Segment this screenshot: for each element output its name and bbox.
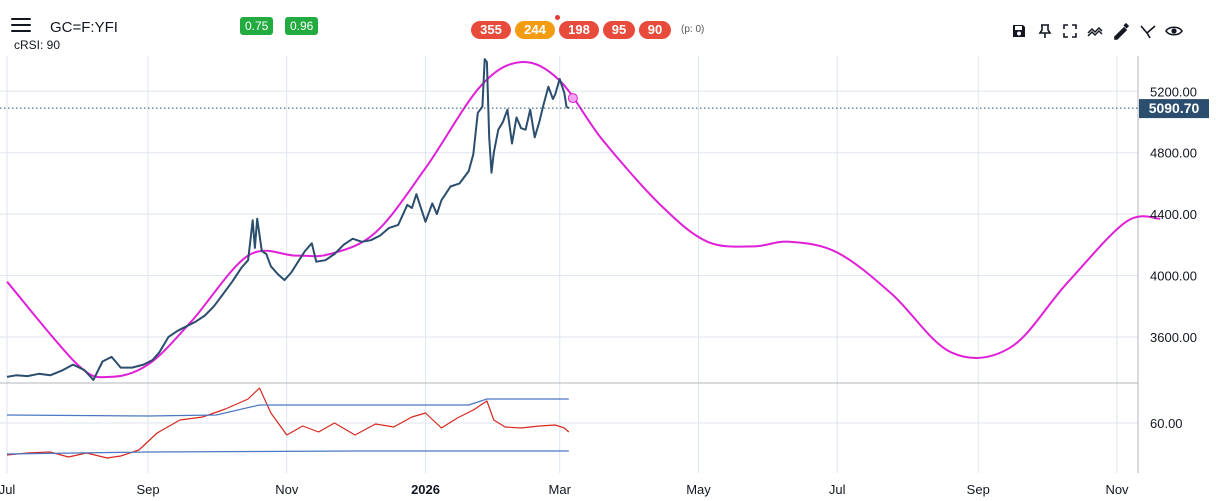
fullscreen-icon[interactable] — [1060, 21, 1080, 41]
time-tick-label: Jul — [0, 482, 15, 497]
lower-band-line — [6, 450, 569, 455]
time-axis: Jul Sep Nov 2026 Mar May Jul Sep Nov — [0, 482, 1129, 497]
cycle-pill[interactable]: 198 — [559, 21, 599, 39]
time-tick-label: May — [686, 482, 711, 497]
price-tick-label: 5200.00 — [1150, 84, 1197, 99]
cycle-pill[interactable]: 95 — [603, 21, 635, 39]
last-price-badge — [1139, 99, 1209, 119]
save-icon[interactable] — [1009, 21, 1029, 41]
visibility-icon[interactable] — [1164, 21, 1184, 41]
price-tick-label: 4000.00 — [1150, 269, 1197, 284]
price-tick-label: 3600.00 — [1150, 330, 1197, 345]
cycle-marker — [567, 93, 578, 104]
status-badge: 0.75 — [240, 17, 274, 35]
cycles-icon[interactable] — [1138, 21, 1158, 41]
upper-band-line — [6, 398, 569, 417]
time-tick-label: Nov — [1105, 482, 1129, 497]
price-pane — [0, 58, 1161, 381]
time-tick-label: Jul — [829, 482, 846, 497]
indicator-label: cRSI: 90 — [14, 38, 61, 52]
symbol-title[interactable]: GC=F:YFI — [50, 19, 118, 36]
alert-dot — [555, 15, 560, 20]
indicators-icon[interactable] — [1085, 21, 1105, 41]
hamburger-menu-icon[interactable] — [11, 18, 31, 34]
grid-lines — [0, 56, 1138, 473]
time-tick-label: Nov — [275, 482, 299, 497]
price-tick-label: 4400.00 — [1150, 207, 1197, 222]
price-tick-label: 4800.00 — [1150, 146, 1197, 161]
pills-note: (p: 0) — [681, 24, 705, 35]
crsi-line — [6, 387, 570, 459]
last-price-marker: 5090.70 — [1139, 99, 1209, 119]
time-tick-label: Mar — [549, 482, 572, 497]
time-tick-label: Sep — [136, 482, 159, 497]
crsi-tick-label: 60.00 — [1150, 416, 1183, 431]
cycle-pill[interactable]: 90 — [639, 21, 671, 39]
drawing-icon[interactable] — [1111, 21, 1131, 41]
cycle-pill[interactable]: 244 — [515, 21, 555, 39]
chart-header: GC=F:YFI cRSI: 90 0.75 0.96 355 244 198 … — [0, 0, 1216, 56]
price-axis: 3600.00 4000.00 4400.00 4800.00 5200.00 60.00 — [1150, 84, 1197, 431]
last-price-value: 5090.70 — [1149, 100, 1200, 116]
time-tick-label: 2026 — [411, 482, 440, 497]
status-badge: 0.96 — [285, 17, 319, 35]
pin-icon[interactable] — [1035, 21, 1055, 41]
crsi-pane — [6, 387, 570, 459]
time-tick-label: Sep — [967, 482, 990, 497]
price-line — [6, 58, 570, 381]
cycle-pill[interactable]: 355 — [471, 21, 511, 39]
